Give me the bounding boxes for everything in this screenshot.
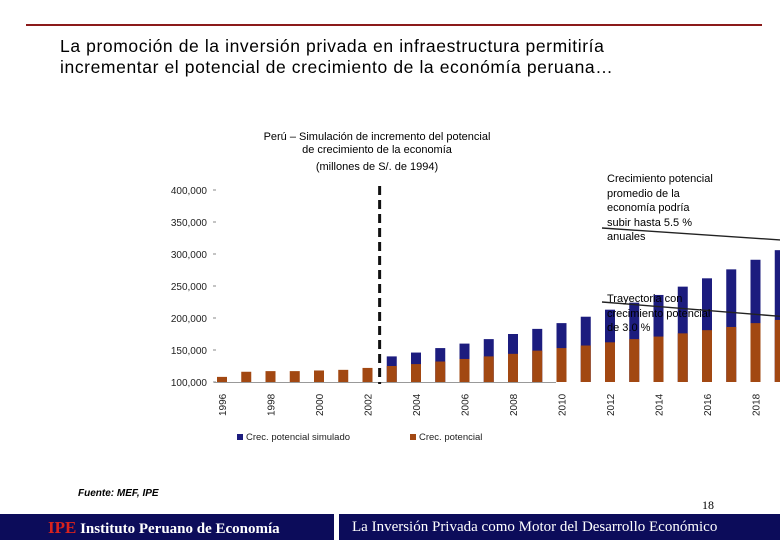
bar-baseline (459, 358, 470, 382)
x-tick-label: 2004 (412, 393, 423, 416)
annotation-simulated: Crecimiento potencial promedio de la eco… (607, 172, 713, 245)
legend-swatch-simulated (237, 434, 243, 440)
legend-swatch-baseline (410, 434, 416, 440)
annotation-line: economía podría (607, 202, 690, 214)
bar-baseline (289, 371, 300, 382)
bar-simulated (750, 259, 761, 382)
arrow-baseline (601, 301, 780, 318)
x-axis: 1996 1998 2000 2002 2004 2006 2008 2010 2012 2014… (214, 382, 763, 416)
legend-label-baseline: Crec. potencial (419, 432, 482, 443)
annotation-line: anuales (607, 231, 646, 243)
bar-simulated (726, 269, 737, 382)
x-tick-label: 2006 (461, 393, 472, 416)
bar-baseline (435, 361, 446, 382)
arrow-simulated (601, 227, 780, 241)
x-tick-label: 2012 (606, 393, 617, 416)
bar-baseline (411, 364, 421, 382)
bar-baseline (314, 370, 324, 382)
bar-baseline (750, 323, 761, 382)
bar-baseline (532, 350, 543, 382)
footer-bar: IPE Instituto Peruano de Economía La Inv… (0, 514, 780, 540)
y-tick-label: 150,000 (171, 346, 208, 357)
annotation-line: Crecimiento potencial (607, 173, 713, 185)
bar-baseline (653, 336, 664, 382)
slide-title: La promoción de la inversión privada en … (60, 36, 772, 78)
x-tick-label: 2016 (703, 393, 714, 416)
y-tick-label: 400,000 (171, 186, 208, 197)
footer-org: IPE Instituto Peruano de Economía (48, 518, 280, 538)
annotation-baseline: Trayectoria con crecimiento potencial de… (607, 292, 710, 336)
bar-baseline (483, 356, 494, 382)
title-rule (26, 24, 762, 26)
x-tick-label: 2000 (315, 393, 326, 416)
legend-label-simulated: Crec. potencial simulado (246, 432, 350, 443)
footer-org-abbr: IPE (48, 518, 77, 537)
bar-baseline (677, 333, 688, 382)
bars-baseline (217, 319, 780, 382)
chart-title-line: de crecimiento de la economía (302, 144, 453, 156)
annotation-line: Trayectoria con (607, 293, 683, 305)
footer-org-name: Instituto Peruano de Economía (80, 521, 280, 537)
source-note: Fuente: MEF, IPE (78, 488, 159, 499)
footer-tagline: La Inversión Privada como Motor del Desa… (352, 519, 718, 535)
x-tick-label: 2002 (364, 393, 375, 416)
x-tick-label: 2018 (752, 393, 763, 416)
footer-divider (334, 514, 339, 540)
x-tick-label: 2014 (655, 393, 666, 416)
bar-baseline (580, 345, 591, 382)
bar-baseline (726, 326, 737, 382)
bar-baseline (241, 371, 252, 382)
chart-legend: Crec. potencial simulado Crec. potencial (237, 432, 482, 443)
bar-baseline (556, 348, 567, 382)
page-number: 18 (702, 498, 714, 512)
slide-title-line-1: La promoción de la inversión privada en … (60, 36, 605, 56)
bar-baseline (217, 376, 227, 382)
y-tick-label: 350,000 (171, 218, 208, 229)
bar-baseline (508, 353, 518, 382)
chart-subtitle: (millones de S/. de 1994) (316, 161, 438, 173)
bar-baseline (702, 330, 712, 382)
bar-baseline (386, 366, 397, 382)
bar-baseline (605, 342, 615, 382)
x-tick-label: 2008 (509, 393, 520, 416)
x-tick-label: 2010 (558, 393, 569, 416)
bar-baseline (338, 369, 349, 382)
bar-baseline (265, 371, 276, 382)
x-tick-label: 1998 (267, 393, 278, 416)
slide-title-line-2: incrementar el potencial de crecimiento … (60, 57, 614, 77)
annotation-line: de 3.0 % (607, 322, 651, 334)
bar-baseline (362, 367, 373, 382)
bar-baseline (629, 339, 640, 382)
y-tick-label: 200,000 (171, 314, 208, 325)
y-tick-label: 100,000 (171, 378, 208, 389)
annotation-arrows (601, 227, 780, 318)
chart-title-line: Perú – Simulación de incremento del pote… (264, 131, 491, 143)
annotation-line: subir hasta 5.5 % (607, 216, 692, 229)
y-tick-label: 250,000 (171, 282, 208, 293)
x-tick-label: 1996 (218, 393, 229, 416)
bar-baseline (774, 319, 780, 382)
annotation-line: promedio de la (607, 187, 680, 200)
chart-title: Perú – Simulación de incremento del pote… (264, 131, 491, 173)
annotation-line: crecimiento potencial (607, 307, 711, 320)
y-tick-label: 300,000 (171, 250, 208, 261)
y-axis: 100,000 150,000 200,000 250,000 300,000 350,0… (171, 186, 216, 389)
